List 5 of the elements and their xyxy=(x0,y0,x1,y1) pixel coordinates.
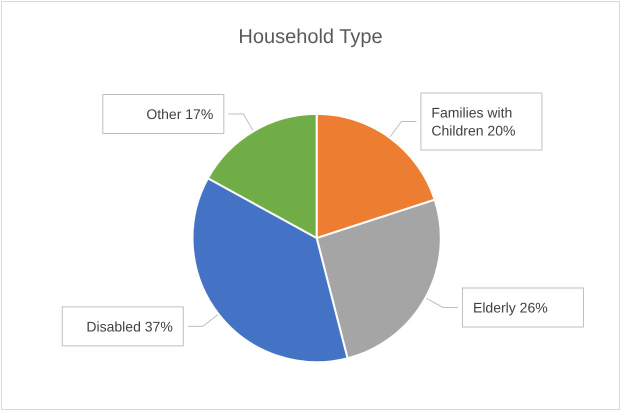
slice-label: Families with Children 20% xyxy=(431,104,516,138)
slice-label: Other 17% xyxy=(146,106,214,122)
chart-title: Household Type xyxy=(238,26,383,48)
slice-label: Elderly 26% xyxy=(472,300,548,316)
slice-label: Disabled 37% xyxy=(86,318,173,334)
